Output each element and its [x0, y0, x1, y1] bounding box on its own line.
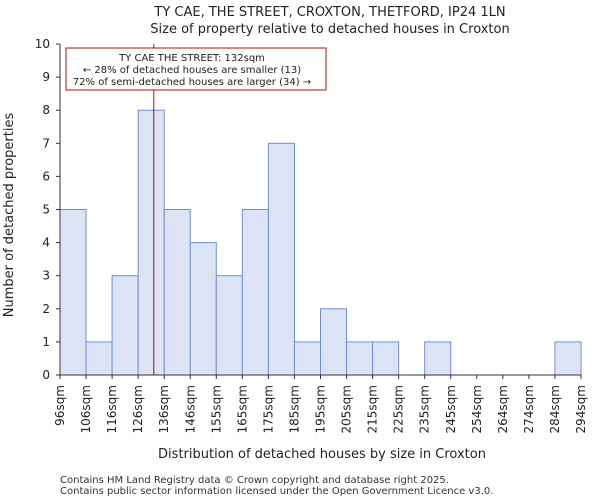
footer-line-2: Contains public sector information licen… — [60, 486, 493, 497]
bars-group — [59, 109, 582, 376]
x-tick-label: 96sqm — [53, 385, 67, 426]
x-tick-label: 106sqm — [79, 385, 93, 433]
annotation-line-1: TY CAE THE STREET: 132sqm — [118, 53, 265, 64]
y-tick-label: 4 — [42, 236, 50, 250]
y-tick-label: 8 — [42, 103, 50, 117]
y-tick-label: 0 — [42, 368, 50, 382]
x-tick-label: 116sqm — [105, 385, 119, 433]
x-tick-label: 126sqm — [131, 385, 145, 433]
annotation-line-2: ← 28% of detached houses are smaller (13… — [83, 65, 301, 76]
bar-205sqm — [346, 341, 374, 376]
x-tick-label: 264sqm — [496, 385, 510, 433]
x-tick-label: 215sqm — [366, 385, 380, 433]
x-tick-label: 284sqm — [548, 385, 562, 433]
footer-line-1: Contains HM Land Registry data © Crown c… — [60, 475, 449, 486]
y-tick-label: 9 — [42, 70, 50, 84]
annotation-box: TY CAE THE STREET: 132sqm ← 28% of detac… — [65, 47, 327, 91]
bar-126sqm — [137, 109, 165, 376]
annotation-border — [65, 47, 327, 91]
x-tick-label: 254sqm — [470, 385, 484, 433]
bar-215sqm — [372, 341, 400, 376]
x-tick-label: 225sqm — [392, 385, 406, 433]
bar-235sqm — [424, 341, 452, 376]
y-tick-label: 3 — [42, 269, 50, 283]
x-tick-label: 274sqm — [522, 385, 536, 433]
bar-116sqm — [111, 275, 139, 376]
y-axis-label: Number of detached properties — [2, 113, 17, 318]
x-tick-label: 205sqm — [340, 385, 354, 433]
bar-106sqm — [85, 341, 113, 376]
x-tick-label: 136sqm — [157, 385, 171, 433]
x-tick-label: 146sqm — [183, 385, 197, 433]
x-ticks-group: 96sqm 106sqm 116sqm 126sqm 136sqm 146sqm 155sq… — [53, 375, 588, 433]
y-tick-label: 7 — [42, 136, 50, 150]
chart-subtitle: Size of property relative to detached ho… — [150, 22, 509, 37]
bar-96sqm — [59, 209, 87, 376]
x-tick-label: 155sqm — [209, 385, 223, 433]
x-tick-label: 185sqm — [287, 385, 301, 433]
bar-284sqm — [554, 341, 582, 376]
x-tick-label: 165sqm — [235, 385, 249, 433]
annotation-line-3: 72% of semi-detached houses are larger (… — [73, 77, 311, 88]
y-tick-label: 6 — [42, 169, 50, 183]
y-tick-label: 2 — [42, 302, 50, 316]
bar-195sqm — [320, 308, 348, 376]
bar-155sqm — [215, 275, 243, 376]
y-ticks-group: 0 1 2 3 4 5 6 7 8 9 10 — [35, 37, 60, 382]
x-tick-label: 235sqm — [418, 385, 432, 433]
chart-title: TY CAE, THE STREET, CROXTON, THETFORD, I… — [153, 5, 505, 20]
x-tick-label: 175sqm — [261, 385, 275, 433]
x-tick-label: 294sqm — [574, 385, 588, 433]
x-tick-label: 245sqm — [444, 385, 458, 433]
y-tick-label: 1 — [42, 335, 50, 349]
x-tick-label: 195sqm — [314, 385, 328, 433]
bar-136sqm — [163, 209, 191, 376]
x-axis-label: Distribution of detached houses by size … — [158, 447, 486, 462]
bar-165sqm — [241, 209, 269, 376]
bar-146sqm — [189, 242, 217, 376]
bar-185sqm — [293, 341, 322, 376]
y-tick-label: 5 — [42, 203, 50, 217]
y-tick-label: 10 — [35, 37, 50, 51]
bar-175sqm — [267, 142, 295, 376]
